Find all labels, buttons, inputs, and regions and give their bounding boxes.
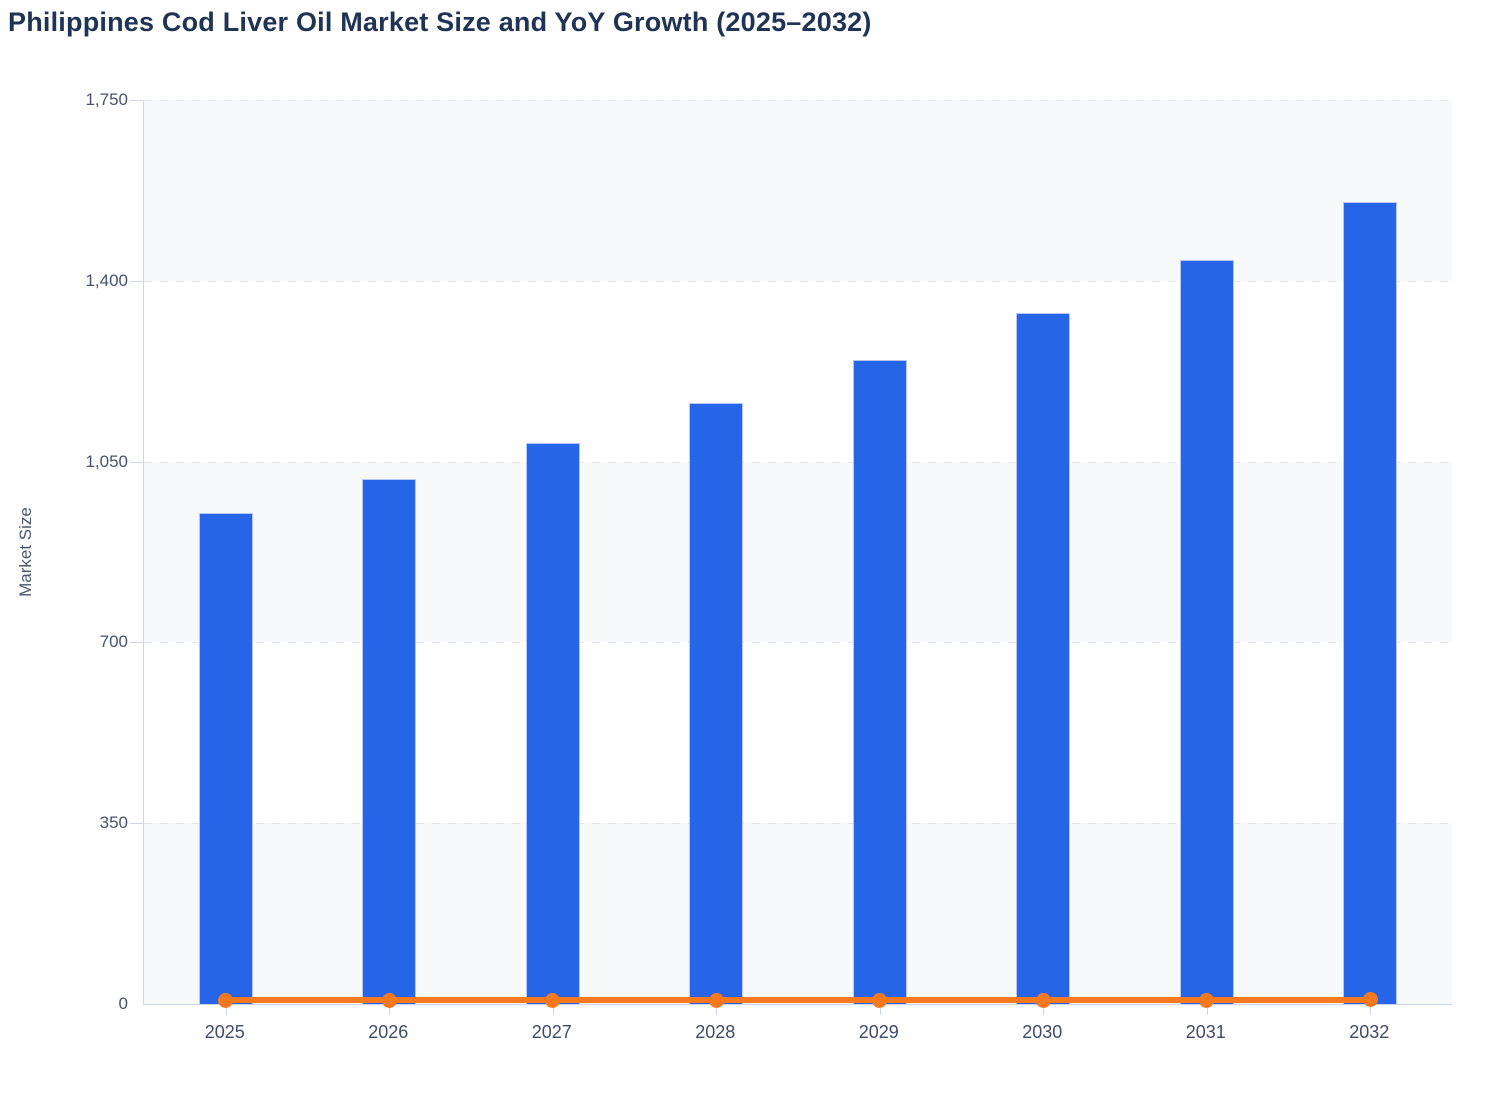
x-axis-tick — [225, 1004, 227, 1015]
yoy-growth-line — [225, 997, 1371, 1004]
y-tick-label: 1,750 — [85, 90, 128, 109]
plot-band — [144, 642, 1452, 824]
yoy-growth-point-2032[interactable] — [1362, 992, 1378, 1008]
y-tick-label: 1,050 — [85, 451, 128, 471]
bar-2030[interactable] — [1016, 312, 1071, 1004]
x-tick-label: 2030 — [1022, 1022, 1063, 1042]
y-axis-tick — [130, 642, 143, 644]
yoy-growth-point-2028[interactable] — [708, 992, 724, 1008]
plot-band — [144, 100, 1452, 281]
y-tick-label: 350 — [99, 813, 128, 833]
bar-2028[interactable] — [689, 403, 744, 1004]
x-tick-label: 2031 — [1185, 1022, 1226, 1042]
chart-title: Philippines Cod Liver Oil Market Size an… — [8, 7, 872, 37]
bar-2031[interactable] — [1179, 260, 1234, 1004]
y-axis-tick — [130, 280, 143, 282]
gridline — [144, 100, 1452, 101]
yoy-growth-point-2031[interactable] — [1199, 992, 1215, 1008]
y-axis-title: Market Size — [16, 507, 35, 597]
x-tick-label: 2027 — [531, 1022, 572, 1042]
y-tick-label: 700 — [99, 632, 128, 652]
yoy-growth-point-2025[interactable] — [218, 992, 234, 1008]
x-axis-tick — [716, 1004, 718, 1015]
gridline — [144, 642, 1452, 644]
plot-area — [130, 100, 1452, 1015]
bar-2026[interactable] — [362, 479, 417, 1004]
plot-band — [144, 280, 1452, 462]
x-axis-tick — [1206, 1004, 1208, 1015]
x-axis-tick — [879, 1004, 881, 1015]
yoy-growth-point-2029[interactable] — [872, 992, 888, 1008]
plot-band — [144, 823, 1452, 1004]
x-tick-label: 2032 — [1349, 1022, 1390, 1042]
x-tick-label: 2026 — [368, 1022, 409, 1042]
y-axis-tick — [130, 100, 143, 101]
y-axis-tick — [130, 823, 143, 825]
x-axis-tick — [389, 1004, 391, 1015]
yoy-growth-point-2026[interactable] — [381, 992, 397, 1008]
bar-2032[interactable] — [1343, 202, 1398, 1004]
x-axis-tick — [552, 1004, 554, 1015]
gridline — [144, 823, 1452, 825]
x-tick-label: 2029 — [858, 1022, 899, 1042]
x-tick-label: 2025 — [204, 1022, 245, 1042]
x-axis-tick — [1370, 1004, 1372, 1015]
y-axis-tick — [130, 461, 143, 463]
plot-band — [144, 461, 1452, 643]
x-tick-label: 2028 — [695, 1022, 736, 1042]
yoy-growth-point-2027[interactable] — [545, 992, 561, 1008]
bar-2025[interactable] — [198, 513, 253, 1004]
x-axis-tick — [1043, 1004, 1045, 1015]
gridline — [144, 280, 1452, 282]
bar-2027[interactable] — [525, 443, 580, 1004]
y-tick-label: 1,400 — [85, 270, 128, 290]
bar-2029[interactable] — [852, 359, 907, 1004]
yoy-growth-point-2030[interactable] — [1035, 992, 1051, 1008]
gridline — [144, 461, 1452, 463]
y-tick-label: 0 — [118, 994, 128, 1013]
